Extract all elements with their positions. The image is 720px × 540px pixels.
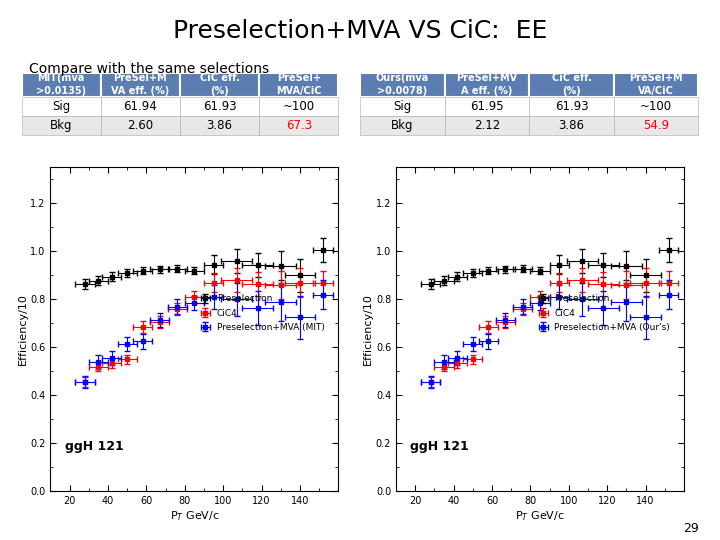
Text: 61.94: 61.94 xyxy=(124,99,157,112)
Text: 54.9: 54.9 xyxy=(643,119,669,132)
Bar xyxy=(445,73,529,97)
Bar xyxy=(22,73,101,97)
Bar xyxy=(259,73,338,97)
Text: ggH 121: ggH 121 xyxy=(65,440,124,453)
Text: 2.12: 2.12 xyxy=(474,119,500,132)
Y-axis label: Efficiency/10: Efficiency/10 xyxy=(363,293,373,366)
Text: 61.93: 61.93 xyxy=(554,99,588,112)
Text: 61.93: 61.93 xyxy=(203,99,236,112)
Text: Bkg: Bkg xyxy=(391,119,413,132)
Text: 3.86: 3.86 xyxy=(207,119,233,132)
X-axis label: P$_T$ GeV/c: P$_T$ GeV/c xyxy=(516,509,564,523)
Bar xyxy=(360,116,445,135)
Text: CiC eff.
(%): CiC eff. (%) xyxy=(552,73,591,96)
Text: 29: 29 xyxy=(683,522,698,535)
Bar xyxy=(360,73,445,97)
Text: Ours(mva
>0.0078): Ours(mva >0.0078) xyxy=(376,73,429,96)
Bar xyxy=(529,73,614,97)
Text: 61.95: 61.95 xyxy=(470,99,504,112)
Text: ~100: ~100 xyxy=(640,99,672,112)
Legend: Preselection, CiC4, Preselection+MVA (Our's): Preselection, CiC4, Preselection+MVA (Ou… xyxy=(533,291,674,336)
Text: PreSel+MV
A eff. (%): PreSel+MV A eff. (%) xyxy=(456,73,518,96)
Text: 2.60: 2.60 xyxy=(127,119,153,132)
Bar xyxy=(613,116,698,135)
Bar xyxy=(180,116,259,135)
Text: Sig: Sig xyxy=(393,99,411,112)
Text: ~100: ~100 xyxy=(283,99,315,112)
Text: Sig: Sig xyxy=(52,99,71,112)
Bar xyxy=(259,97,338,116)
Bar xyxy=(360,97,445,116)
Text: Bkg: Bkg xyxy=(50,119,73,132)
Bar xyxy=(529,116,614,135)
Text: CiC eff.
(%): CiC eff. (%) xyxy=(199,73,240,96)
Text: PreSel+M
VA/CiC: PreSel+M VA/CiC xyxy=(629,73,683,96)
Bar xyxy=(180,73,259,97)
Text: PreSel+M
VA eff. (%): PreSel+M VA eff. (%) xyxy=(112,73,169,96)
Text: ggH 121: ggH 121 xyxy=(410,440,469,453)
Text: 3.86: 3.86 xyxy=(559,119,585,132)
Bar xyxy=(445,116,529,135)
Bar xyxy=(259,116,338,135)
Bar xyxy=(101,73,180,97)
Bar xyxy=(613,97,698,116)
Bar xyxy=(180,97,259,116)
Text: MIT(mva
>0.0135): MIT(mva >0.0135) xyxy=(36,73,86,96)
Y-axis label: Efficiency/10: Efficiency/10 xyxy=(17,293,27,366)
Bar xyxy=(22,97,101,116)
Bar xyxy=(22,116,101,135)
Bar xyxy=(529,97,614,116)
Bar xyxy=(613,73,698,97)
Bar xyxy=(445,97,529,116)
Bar xyxy=(101,97,180,116)
Text: 67.3: 67.3 xyxy=(286,119,312,132)
Text: Preselection+MVA VS CiC:  EE: Preselection+MVA VS CiC: EE xyxy=(173,19,547,43)
X-axis label: P$_T$ GeV/c: P$_T$ GeV/c xyxy=(170,509,219,523)
Text: Compare with the same selections: Compare with the same selections xyxy=(29,62,269,76)
Bar xyxy=(101,116,180,135)
Legend: Preselection, CiC4, Preselection+MVA (MIT): Preselection, CiC4, Preselection+MVA (MI… xyxy=(195,291,328,336)
Text: PreSel+
MVA/CiC: PreSel+ MVA/CiC xyxy=(276,73,322,96)
